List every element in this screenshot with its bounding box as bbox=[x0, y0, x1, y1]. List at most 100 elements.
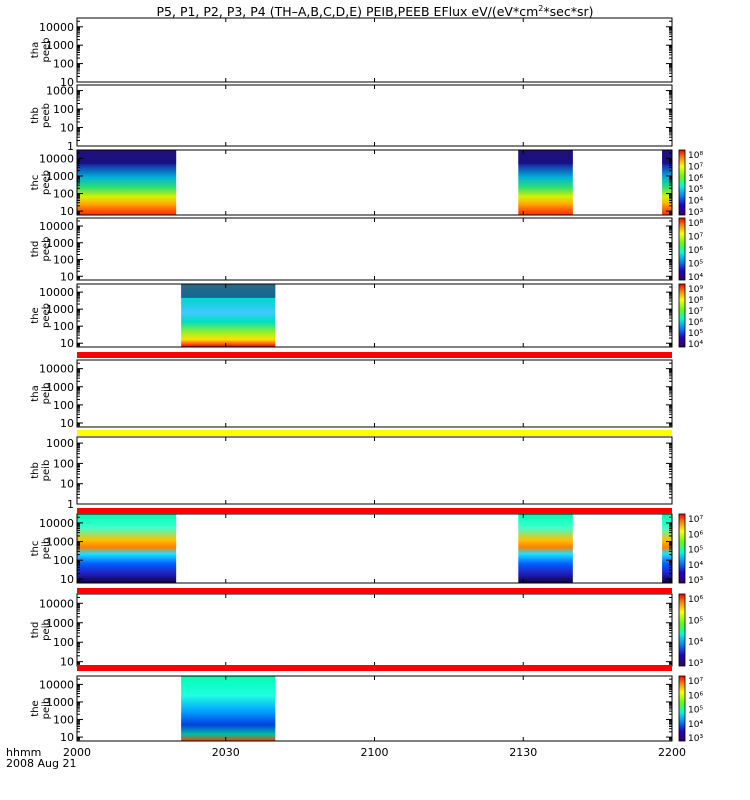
panel-frame bbox=[76, 359, 673, 428]
x-tick-label: 2100 bbox=[361, 746, 389, 759]
separator-bar bbox=[77, 430, 672, 436]
panel-thd-peeb: 10000 1000 100 10 thdpeeb 10⁸ 10⁷ 10⁶ 10⁵ 10⁴ bbox=[30, 217, 703, 283]
y-tick-label: 1000 bbox=[46, 237, 74, 250]
y-label-probe: thd bbox=[30, 622, 41, 639]
colorbar bbox=[678, 675, 686, 742]
y-label-product: peib bbox=[41, 698, 52, 720]
colorbar-label: 10⁵ bbox=[688, 185, 703, 195]
y-axis-label: thcpeeb bbox=[30, 170, 52, 195]
x-tick-label: 2030 bbox=[212, 746, 240, 759]
y-tick-label: 10000 bbox=[39, 597, 74, 610]
y-tick-label: 100 bbox=[53, 103, 74, 116]
spectrogram-block bbox=[662, 514, 672, 583]
colorbar-label: 10⁶ bbox=[688, 246, 703, 256]
separator-bar bbox=[77, 588, 672, 594]
panel-frame bbox=[76, 283, 673, 348]
y-label-probe: thb bbox=[30, 462, 41, 479]
y-label-product: peeb bbox=[41, 303, 52, 328]
colorbar-label: 10⁵ bbox=[688, 329, 703, 339]
y-tick-label: 10 bbox=[60, 656, 74, 669]
y-label-product: peib bbox=[41, 460, 52, 482]
y-axis-label: thbpeeb bbox=[30, 103, 52, 128]
y-tick-label: 1000 bbox=[46, 617, 74, 630]
y-tick-label: 10000 bbox=[39, 21, 74, 34]
panel-tha-peib: 10000 1000 100 10 thapeib bbox=[30, 359, 673, 430]
panel-frame bbox=[76, 17, 673, 83]
y-tick-label: 1000 bbox=[46, 696, 74, 709]
y-tick-label: 1000 bbox=[46, 437, 74, 450]
spectrogram-block bbox=[181, 676, 276, 741]
y-tick-label: 10 bbox=[60, 478, 74, 491]
colorbar-label: 10⁴ bbox=[688, 561, 703, 571]
colorbar-label: 10³ bbox=[688, 208, 703, 218]
colorbar-label: 10⁶ bbox=[688, 530, 703, 540]
colorbar-label: 10⁹ bbox=[688, 285, 703, 295]
y-label-probe: tha bbox=[30, 385, 41, 401]
colorbar-label: 10³ bbox=[688, 576, 703, 586]
colorbar-label: 10⁷ bbox=[688, 162, 703, 172]
y-tick-label: 100 bbox=[53, 188, 74, 201]
y-label-probe: the bbox=[30, 700, 41, 716]
panel-frame bbox=[76, 675, 673, 742]
y-label-product: peeb bbox=[41, 38, 52, 63]
y-tick-label: 10000 bbox=[39, 152, 74, 165]
y-axis-label: thepeeb bbox=[30, 303, 52, 328]
y-label-product: peeb bbox=[41, 170, 52, 195]
y-tick-label: 10 bbox=[60, 76, 74, 89]
colorbar-label: 10⁶ bbox=[688, 691, 703, 701]
panel-tha-peeb: 10000 1000 100 10 thapeeb bbox=[30, 17, 673, 89]
y-tick-label: 10 bbox=[60, 337, 74, 350]
spectrogram-texture bbox=[91, 150, 177, 165]
panel-the-peib: 10000 1000 100 10 thepeib 10⁷ 10⁶ 10⁵ 10⁴ 10³ bbox=[30, 675, 703, 744]
y-tick-label: 10000 bbox=[39, 363, 74, 376]
spectrogram-block bbox=[518, 514, 573, 583]
colorbar-label: 10⁶ bbox=[688, 595, 703, 605]
y-tick-label: 100 bbox=[53, 554, 74, 567]
separator-bar bbox=[77, 508, 672, 514]
colorbar-label: 10⁴ bbox=[688, 720, 703, 730]
y-tick-label: 10000 bbox=[39, 286, 74, 299]
y-tick-label: 100 bbox=[53, 399, 74, 412]
colorbar-label: 10⁵ bbox=[688, 546, 703, 556]
colorbar-label: 10⁵ bbox=[688, 706, 703, 716]
colorbar-label: 10⁸ bbox=[688, 219, 703, 229]
panel-frame bbox=[76, 84, 673, 147]
y-label-product: peib bbox=[41, 619, 52, 641]
colorbar-label: 10⁴ bbox=[688, 638, 703, 648]
x-tick-label: 2130 bbox=[509, 746, 537, 759]
panel-thc-peib: 10000 1000 100 10 thcpeib 10⁷ 10⁶ 10⁵ 10⁴ 10³ bbox=[30, 513, 703, 586]
y-label-probe: thd bbox=[30, 241, 41, 258]
spectrogram-block bbox=[91, 514, 177, 583]
y-label-product: peeb bbox=[41, 103, 52, 128]
colorbar-label: 10⁶ bbox=[688, 174, 703, 184]
chart-title: P5, P1, P2, P3, P4 (TH–A,B,C,D,E) PEIB,P… bbox=[156, 4, 594, 20]
colorbar-label: 10⁴ bbox=[688, 340, 703, 350]
colorbar-label: 10⁴ bbox=[688, 197, 703, 207]
y-tick-label: 1000 bbox=[46, 170, 74, 183]
spectrogram-texture bbox=[662, 150, 672, 165]
panel-frame bbox=[76, 593, 673, 667]
y-tick-label: 10 bbox=[60, 573, 74, 586]
y-axis-label: thapeib bbox=[30, 383, 52, 405]
x-tick-label: 2200 bbox=[658, 746, 686, 759]
y-label-product: peib bbox=[41, 538, 52, 560]
colorbar-label: 10³ bbox=[688, 659, 703, 669]
y-tick-label: 100 bbox=[53, 254, 74, 267]
colorbar-label: 10³ bbox=[688, 734, 703, 744]
y-tick-label: 1000 bbox=[46, 303, 74, 316]
y-label-probe: tha bbox=[30, 42, 41, 58]
y-tick-label: 1000 bbox=[46, 85, 74, 98]
colorbar-label: 10⁸ bbox=[688, 296, 703, 306]
y-axis-label: thapeeb bbox=[30, 38, 52, 63]
colorbar bbox=[678, 149, 686, 216]
date-label: 2008 Aug 21 bbox=[6, 757, 76, 770]
y-tick-label: 1 bbox=[67, 140, 74, 153]
y-tick-label: 100 bbox=[53, 457, 74, 470]
separator-bar bbox=[77, 665, 672, 671]
y-axis-label: thepeib bbox=[30, 698, 52, 720]
colorbar-label: 10⁵ bbox=[688, 616, 703, 626]
y-axis-label: thcpeib bbox=[30, 538, 52, 560]
